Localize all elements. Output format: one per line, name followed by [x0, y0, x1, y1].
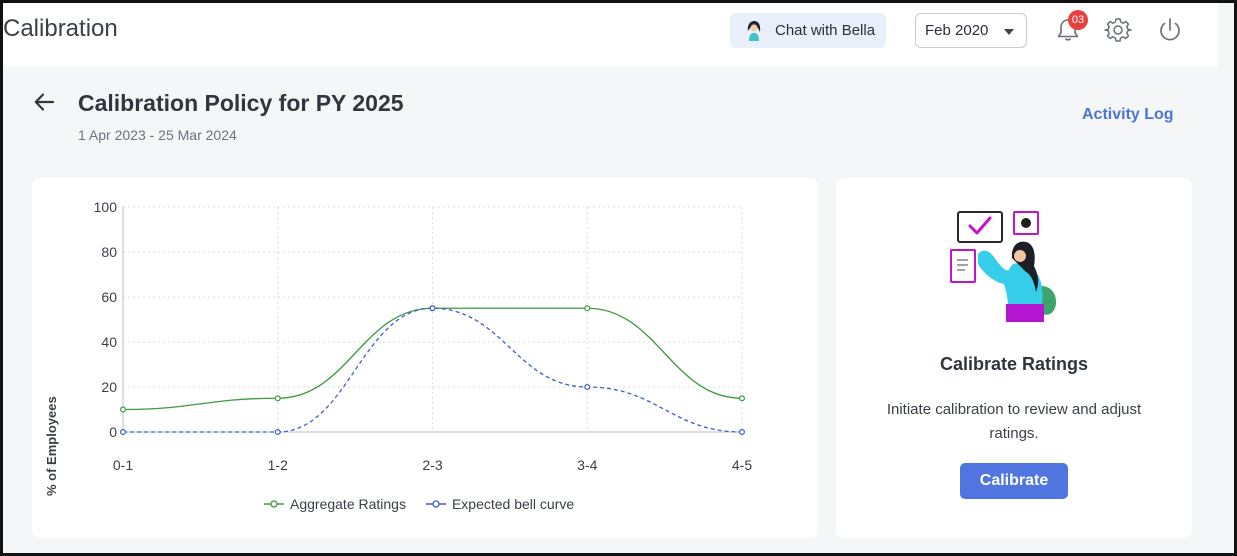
y-tick-label: 20 — [101, 379, 117, 395]
notification-badge: 03 — [1068, 10, 1088, 30]
chevron-down-icon — [1004, 29, 1014, 35]
app-title: Calibration — [3, 15, 118, 42]
x-tick-label: 2-3 — [422, 457, 442, 473]
legend-item[interactable]: Aggregate Ratings — [264, 496, 406, 512]
chat-label: Chat with Bella — [775, 22, 876, 39]
power-icon[interactable] — [1155, 15, 1185, 45]
x-tick-label: 1-2 — [268, 457, 288, 473]
gear-icon[interactable] — [1103, 15, 1133, 45]
legend-item[interactable]: Expected bell curve — [425, 496, 575, 512]
page-title: Calibration Policy for PY 2025 — [78, 90, 404, 116]
bella-avatar-icon — [747, 20, 761, 41]
calibration-illustration — [950, 211, 1056, 322]
policy-date-range: 1 Apr 2023 - 25 Mar 2024 — [78, 127, 237, 143]
calibrate-ratings-title: Calibrate Ratings — [939, 354, 1089, 374]
ratings-chart-card: 0 20 40 60 80 100 0-1 1-2 2-3 3-4 4-5 % of Employe… — [32, 178, 818, 538]
legend-swatch — [425, 500, 446, 508]
y-tick-label: 0 — [109, 424, 117, 440]
data-point — [429, 305, 436, 312]
legend-label: Aggregate Ratings — [290, 496, 406, 512]
data-point — [584, 384, 591, 391]
ratings-distribution-chart: 0 20 40 60 80 100 0-1 1-2 2-3 3-4 4-5 — [94, 199, 753, 473]
legend-swatch — [264, 500, 284, 508]
data-point — [738, 429, 745, 436]
legend-label: Expected bell curve — [451, 496, 575, 512]
data-point — [119, 406, 126, 413]
chat-with-bella-button[interactable]: Chat with Bella — [730, 13, 886, 48]
calibrate-ratings-card: Calibrate Ratings Initiate calibration t… — [836, 178, 1192, 538]
calibrate-description: Initiate calibration to review and adjus… — [886, 401, 1142, 442]
top-bar: Calibration Chat with Bella Feb 2020 03 — [3, 3, 1218, 67]
data-point — [274, 429, 281, 436]
x-tick-label: 4-5 — [732, 457, 752, 473]
period-select[interactable]: Feb 2020 — [915, 13, 1027, 48]
y-tick-label: 80 — [101, 244, 117, 260]
data-point — [119, 429, 126, 436]
y-tick-label: 40 — [101, 334, 117, 350]
arrow-left-icon[interactable] — [32, 90, 56, 114]
y-tick-label: 60 — [101, 289, 117, 305]
data-point — [738, 395, 745, 402]
series-line-2 — [123, 307, 743, 433]
calibrate-button[interactable]: Calibrate — [960, 463, 1068, 499]
y-axis-title: % of Employees — [44, 396, 59, 496]
data-point — [584, 305, 591, 312]
x-tick-label: 3-4 — [577, 457, 597, 473]
x-tick-label: 0-1 — [113, 457, 133, 473]
chart-legend: Aggregate Ratings Expected bell curve — [264, 496, 574, 512]
activity-log-link[interactable]: Activity Log — [1082, 106, 1174, 123]
data-point — [274, 395, 281, 402]
period-value: Feb 2020 — [925, 22, 989, 39]
y-tick-label: 100 — [94, 199, 118, 215]
